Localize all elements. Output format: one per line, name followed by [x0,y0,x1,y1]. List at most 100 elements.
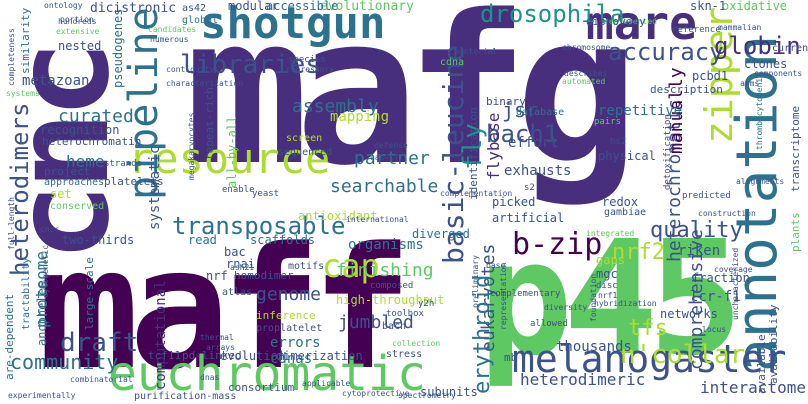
word: computational [154,280,168,390]
word: n'collar [620,342,745,368]
word: portion [60,16,94,24]
word: motifs [288,262,324,272]
word: database [516,108,564,118]
word: availability [768,305,779,384]
word: screen [286,134,322,144]
word: stress [386,350,422,360]
word: mgc [596,268,618,280]
word: experimentally [8,392,75,400]
word: foundation [590,274,598,322]
word: reference [672,26,721,35]
word: proplatelet [256,324,322,334]
word: description [650,84,723,95]
word: ash21 [230,264,254,272]
word: hybridization [594,300,657,308]
word: nrf [206,270,228,282]
word: purification-mass [134,392,236,402]
word: toolbox [386,310,424,319]
word: arrays [206,344,235,352]
word: construction [698,210,756,218]
word: mb [504,352,517,363]
word: heterochromatin [42,136,141,147]
word: tfs [628,318,668,340]
word: accuracy [608,40,724,64]
word: exhausts [504,164,571,178]
word: large-scale [84,257,95,330]
word: dnas [200,374,219,382]
word: spectrometry [398,392,456,400]
word: s2 [524,184,535,193]
word: flybase [486,113,502,180]
word: dicistronic [90,2,176,15]
word: identification [468,107,479,200]
word: systems [6,90,40,98]
word: arms [740,80,759,88]
word: automated [562,78,605,86]
word: available [756,334,767,394]
word: scaffolds [250,234,315,246]
word: dimerization [276,350,363,362]
word: networks [660,308,718,320]
word: mammalian [718,24,761,32]
word: enable [222,186,255,195]
word: extensive [56,28,99,36]
word: as42 [182,4,206,14]
word: consortium [228,382,294,393]
word: diversity [544,304,587,312]
word: disc [596,282,618,291]
word: oxidative [722,0,787,12]
word: megakaryocytes [188,113,196,180]
word: set [50,188,72,200]
word: cytogenetic [42,245,50,298]
word: transcriptome [790,106,801,192]
word: pseudogenes [112,9,124,88]
word: thermal [200,334,234,342]
word: errors [270,336,321,350]
word: contiguity [166,66,214,74]
word: chromosome [562,44,610,52]
word: accessible [266,0,338,12]
word: approaches [44,178,104,188]
word: project [44,166,90,177]
word: characterization [166,80,243,88]
word: gaps [596,254,625,266]
word: base [486,262,505,270]
word: discovery [586,16,646,27]
word: nested [58,40,101,52]
word: effort [508,136,559,150]
word: tractability [22,258,32,330]
word: two-thirds [62,234,134,246]
word: artificial [492,212,564,224]
word: riken [678,244,720,258]
word: thousands [556,340,632,354]
word: ontology [44,2,83,10]
word: complementation [440,190,512,198]
word: y2h [418,300,434,309]
word: numerous [150,36,189,44]
word: genome [256,286,321,304]
word: completeness [8,28,16,86]
word: binary [486,96,526,107]
word: detoxification [664,114,673,190]
word: plants [790,212,801,252]
word: applicable [302,380,350,388]
word: read [188,234,217,246]
word: community [10,352,118,372]
word: defense [374,142,408,150]
word: bacterial [454,48,497,56]
word: all-by-all [226,116,238,188]
word: finishing [336,262,434,280]
word: allowed [530,320,568,329]
word: predicted [682,192,731,201]
word: bach [382,322,406,332]
word: heterodimeric [520,372,645,388]
word: tcf11 [148,350,181,361]
word: nrf1 [598,292,617,300]
word: collection [392,340,440,348]
word: repeat-rich [204,87,215,160]
word: physical [598,150,656,162]
word: atlas [222,288,252,298]
word: international [346,216,409,224]
word: interactome [700,380,806,396]
